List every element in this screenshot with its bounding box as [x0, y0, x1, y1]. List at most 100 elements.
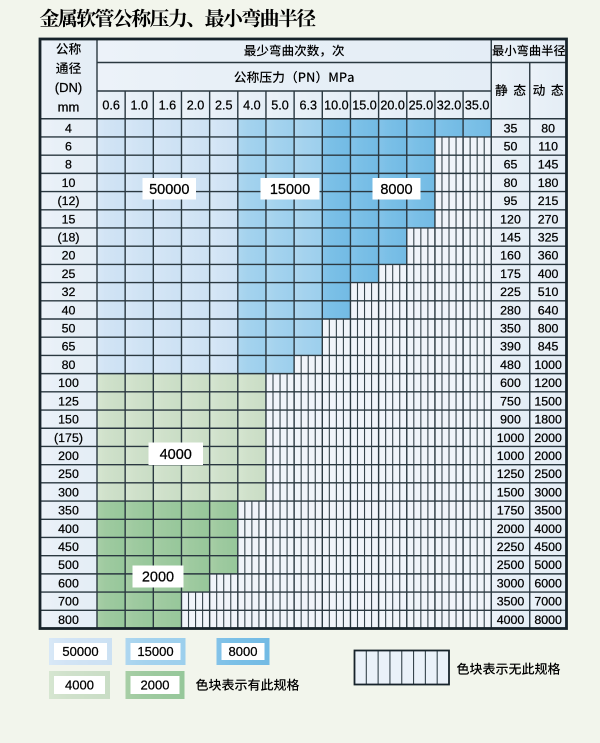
svg-text:1750: 1750 [497, 504, 525, 518]
svg-text:7000: 7000 [534, 595, 562, 609]
svg-text:250: 250 [58, 467, 79, 481]
svg-text:900: 900 [500, 413, 521, 427]
svg-text:65: 65 [62, 340, 76, 354]
svg-text:35: 35 [504, 121, 518, 135]
svg-text:50000: 50000 [149, 182, 189, 198]
svg-text:50000: 50000 [62, 644, 98, 659]
svg-text:35.0: 35.0 [465, 98, 490, 112]
svg-text:800: 800 [58, 613, 79, 627]
svg-text:1.0: 1.0 [130, 98, 148, 112]
svg-text:400: 400 [58, 522, 79, 536]
svg-text:3500: 3500 [534, 504, 562, 518]
svg-text:215: 215 [538, 194, 559, 208]
svg-text:0.6: 0.6 [102, 98, 120, 112]
svg-text:2.5: 2.5 [215, 98, 233, 112]
svg-text:300: 300 [58, 485, 79, 499]
svg-text:mm: mm [58, 100, 80, 115]
svg-text:1.6: 1.6 [159, 98, 177, 112]
svg-text:110: 110 [538, 139, 558, 153]
svg-text:20.0: 20.0 [380, 98, 405, 112]
svg-text:50: 50 [504, 139, 518, 153]
svg-text:15: 15 [62, 212, 76, 226]
svg-text:25: 25 [62, 267, 76, 281]
svg-text:510: 510 [538, 285, 559, 299]
svg-text:750: 750 [500, 394, 521, 408]
svg-text:200: 200 [58, 449, 79, 463]
svg-text:500: 500 [58, 558, 79, 572]
svg-text:225: 225 [500, 285, 521, 299]
svg-text:325: 325 [538, 231, 559, 245]
svg-text:2500: 2500 [497, 558, 525, 572]
svg-text:15.0: 15.0 [352, 98, 377, 112]
svg-text:1000: 1000 [534, 358, 562, 372]
svg-text:480: 480 [500, 358, 521, 372]
svg-text:145: 145 [538, 158, 559, 172]
svg-text:350: 350 [500, 322, 521, 336]
svg-text:8: 8 [65, 158, 72, 172]
svg-text:(18): (18) [57, 231, 79, 245]
svg-text:32: 32 [62, 285, 76, 299]
svg-text:160: 160 [500, 249, 521, 263]
svg-text:(12): (12) [57, 194, 79, 208]
svg-text:(DN): (DN) [55, 80, 82, 95]
svg-text:150: 150 [58, 413, 79, 427]
svg-text:2000: 2000 [534, 449, 562, 463]
svg-text:360: 360 [538, 249, 559, 263]
svg-text:800: 800 [538, 322, 559, 336]
svg-text:5000: 5000 [534, 558, 562, 572]
svg-text:3000: 3000 [534, 485, 562, 499]
svg-text:450: 450 [58, 540, 79, 554]
svg-text:280: 280 [500, 303, 521, 317]
svg-text:270: 270 [538, 212, 559, 226]
svg-text:8000: 8000 [534, 613, 562, 627]
svg-text:4000: 4000 [534, 522, 562, 536]
svg-text:4500: 4500 [534, 540, 562, 554]
svg-text:20: 20 [62, 249, 76, 263]
svg-text:(175): (175) [54, 431, 83, 445]
svg-text:80: 80 [541, 121, 555, 135]
svg-text:25.0: 25.0 [409, 98, 434, 112]
svg-text:2000: 2000 [142, 570, 174, 586]
svg-text:600: 600 [500, 376, 521, 390]
svg-text:4000: 4000 [160, 447, 192, 463]
svg-text:4: 4 [65, 121, 72, 135]
svg-text:6.3: 6.3 [299, 98, 317, 112]
svg-text:4000: 4000 [497, 613, 525, 627]
svg-text:1200: 1200 [534, 376, 562, 390]
svg-text:32.0: 32.0 [437, 98, 462, 112]
svg-text:350: 350 [58, 504, 79, 518]
svg-text:50: 50 [62, 322, 76, 336]
svg-text:145: 145 [500, 231, 521, 245]
svg-text:4000: 4000 [65, 678, 94, 693]
svg-text:1000: 1000 [497, 431, 525, 445]
svg-text:2000: 2000 [534, 431, 562, 445]
svg-text:2000: 2000 [141, 678, 170, 693]
svg-text:6: 6 [65, 139, 72, 153]
svg-text:15000: 15000 [270, 182, 310, 198]
svg-text:845: 845 [538, 340, 559, 354]
svg-text:390: 390 [500, 340, 521, 354]
svg-text:95: 95 [504, 194, 518, 208]
svg-text:125: 125 [58, 394, 79, 408]
svg-text:10.0: 10.0 [324, 98, 349, 112]
svg-text:1800: 1800 [534, 413, 562, 427]
svg-text:80: 80 [504, 176, 518, 190]
svg-text:80: 80 [62, 358, 76, 372]
svg-text:180: 180 [538, 176, 559, 190]
svg-text:8000: 8000 [380, 182, 412, 198]
svg-text:2.0: 2.0 [187, 98, 205, 112]
svg-text:1500: 1500 [534, 394, 562, 408]
svg-text:40: 40 [62, 303, 76, 317]
svg-text:15000: 15000 [137, 644, 173, 659]
svg-text:1500: 1500 [497, 485, 525, 499]
svg-text:4.0: 4.0 [243, 98, 261, 112]
svg-text:6000: 6000 [534, 576, 562, 590]
svg-text:400: 400 [538, 267, 559, 281]
svg-text:1250: 1250 [497, 467, 525, 481]
svg-text:640: 640 [538, 303, 559, 317]
svg-text:5.0: 5.0 [271, 98, 289, 112]
svg-text:2500: 2500 [534, 467, 562, 481]
svg-text:65: 65 [504, 158, 518, 172]
svg-text:2000: 2000 [497, 522, 525, 536]
svg-text:600: 600 [58, 576, 79, 590]
